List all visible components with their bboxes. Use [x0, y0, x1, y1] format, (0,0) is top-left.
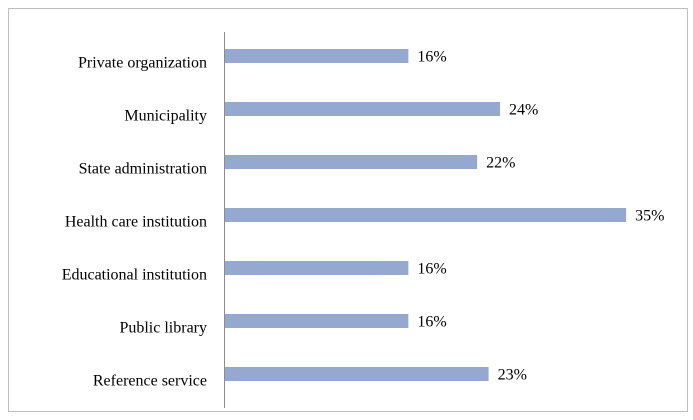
bar [225, 155, 478, 169]
data-label: 16% [417, 49, 446, 66]
bar [225, 314, 409, 328]
data-label: 22% [486, 155, 515, 172]
data-label: 16% [417, 314, 446, 331]
bar [225, 261, 409, 275]
data-label: 24% [509, 102, 538, 119]
bar [225, 102, 501, 116]
data-label: 16% [417, 261, 446, 278]
category-label: Reference service [93, 373, 207, 390]
bar [225, 49, 409, 63]
bar [225, 208, 627, 222]
data-label: 35% [635, 208, 664, 225]
bar [225, 367, 489, 381]
category-label: Public library [119, 320, 207, 337]
category-label: State administration [79, 161, 207, 178]
category-label: Municipality [124, 108, 207, 125]
category-label: Private organization [78, 55, 207, 72]
category-label: Educational institution [62, 267, 207, 284]
data-label: 23% [498, 367, 527, 384]
category-label: Health care institution [65, 214, 207, 231]
